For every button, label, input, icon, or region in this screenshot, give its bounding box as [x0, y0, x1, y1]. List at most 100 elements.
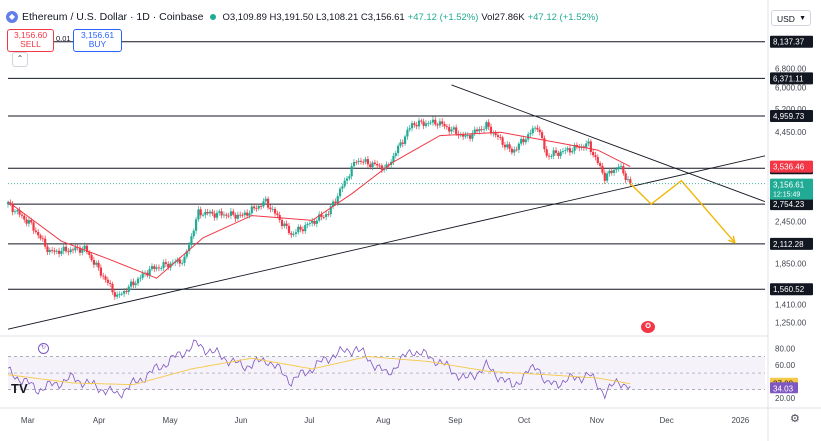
level-label-bg	[770, 198, 813, 211]
candle-body	[183, 256, 186, 263]
candle-body	[304, 225, 307, 232]
candle-body	[260, 205, 263, 207]
candle-body	[415, 125, 418, 127]
volume-value: Vol27.86K	[481, 11, 525, 23]
candle-body	[153, 266, 156, 269]
candle-body	[111, 283, 114, 293]
candle-body	[18, 210, 21, 215]
level-label-bg	[770, 237, 813, 250]
sell-label: SELL	[20, 39, 41, 49]
candle-body	[352, 161, 356, 167]
candle-body	[468, 135, 472, 139]
candle-body	[564, 150, 567, 152]
candle-body	[534, 127, 537, 129]
candle-body	[462, 134, 465, 137]
level-label-bg	[770, 283, 813, 296]
candle-body	[566, 148, 569, 151]
candle-body	[394, 153, 397, 156]
candle-body	[188, 244, 191, 252]
candle-body	[366, 159, 370, 165]
candle-body	[27, 220, 30, 224]
candle-body	[6, 202, 10, 205]
candle-body	[369, 164, 372, 168]
candle-body	[55, 250, 58, 252]
level-label: 8,137.37	[773, 38, 805, 47]
candle-body	[162, 262, 165, 269]
candle-body	[141, 273, 144, 278]
last-price-badge-bg	[770, 178, 813, 200]
candle-body	[243, 212, 246, 216]
candle-body	[271, 208, 274, 210]
x-tick-label: Aug	[376, 416, 390, 425]
candle-body	[573, 144, 576, 151]
candle-body	[329, 206, 332, 215]
trendline	[7, 155, 766, 330]
candle-body	[104, 276, 107, 280]
candle-body	[520, 138, 523, 144]
sell-button[interactable]: 3,156.60 SELL	[7, 29, 54, 52]
candle-body	[529, 133, 532, 135]
candle-body	[485, 122, 488, 129]
level-label: 2,112.28	[773, 240, 804, 249]
candle-body	[120, 293, 123, 295]
candle-body	[452, 127, 455, 130]
x-tick-label: Dec	[659, 416, 673, 425]
candle-body	[266, 198, 270, 208]
rsi-value-label: 34.03	[773, 384, 794, 393]
chevron-up-icon[interactable]: ⌃	[12, 52, 28, 67]
tradingview-logo[interactable]: TV	[11, 381, 28, 396]
candle-body	[540, 132, 544, 139]
currency-select[interactable]: USD ▼	[771, 10, 811, 26]
candle-body	[125, 291, 128, 292]
indicator-settings-icon[interactable]: ↻	[38, 343, 49, 354]
candle-body	[359, 160, 363, 162]
candle-body	[106, 279, 109, 283]
candle-body	[222, 214, 226, 216]
candle-body	[123, 291, 126, 294]
volume-change: +47.12 (+1.52%)	[527, 11, 599, 23]
candle-body	[492, 132, 495, 134]
gear-icon[interactable]: ⚙	[790, 413, 800, 425]
candle-body	[276, 213, 279, 215]
buy-button[interactable]: 3,156.61 BUY	[73, 29, 122, 52]
rsi-tick-label: 20.00	[775, 394, 796, 403]
candle-body	[413, 123, 416, 126]
y-tick-label: 2,450.00	[775, 218, 807, 227]
candle-body	[399, 142, 402, 146]
ma-badge-bg	[770, 160, 813, 173]
candle-body	[148, 269, 151, 276]
candle-body	[297, 226, 300, 233]
x-tick-label: May	[163, 416, 178, 425]
candle-body	[262, 201, 265, 207]
candle-body	[206, 211, 209, 214]
candle-body	[473, 129, 476, 134]
candle-body	[113, 292, 116, 297]
price-change: +47.12 (+1.52%)	[407, 11, 479, 23]
x-tick-label: Sep	[448, 416, 463, 425]
candle-body	[60, 250, 63, 254]
candle-body	[355, 161, 358, 163]
level-label-bg	[770, 109, 813, 122]
candle-body	[594, 155, 597, 158]
candle-body	[127, 286, 130, 292]
us-flag-icon[interactable]: ✪	[641, 321, 655, 333]
candle-body	[424, 123, 428, 126]
candle-body	[501, 137, 504, 145]
candle-body	[401, 142, 404, 144]
candle-body	[167, 263, 170, 268]
rsi-line	[7, 339, 631, 400]
level-label: 1,560.52	[773, 285, 805, 294]
eth-logo-icon: ◆	[6, 11, 18, 23]
candle-body	[315, 220, 318, 224]
x-tick-label: Nov	[590, 416, 604, 425]
candle-body	[213, 213, 216, 218]
candle-body	[619, 165, 623, 167]
ohlc-values: O3,109.89 H3,191.50 L3,108.21 C3,156.61	[222, 11, 405, 23]
symbol-title[interactable]: Ethereum / U.S. Dollar · 1D · Coinbase	[22, 11, 204, 23]
candle-body	[503, 144, 507, 148]
candle-body	[601, 165, 604, 173]
candle-body	[239, 214, 242, 216]
candle-body	[592, 151, 595, 156]
candle-body	[589, 141, 592, 152]
